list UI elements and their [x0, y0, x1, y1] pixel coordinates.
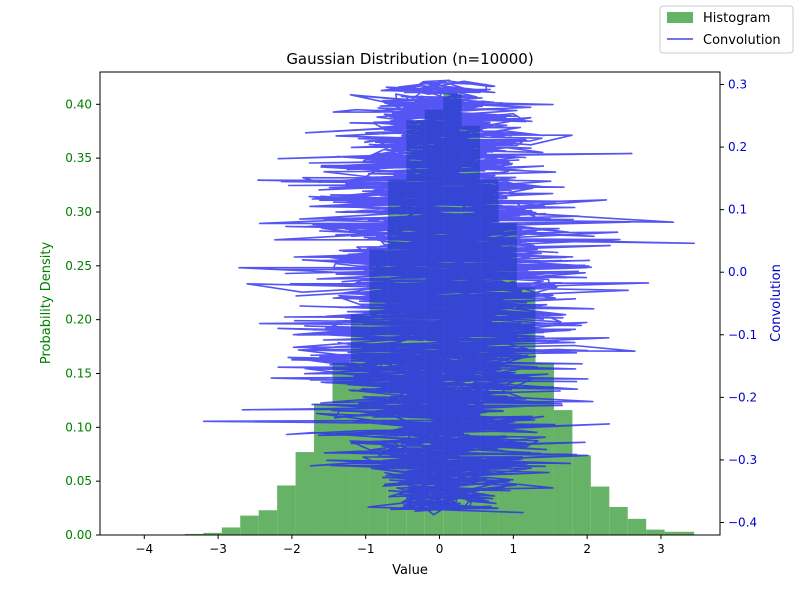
y-left-tick-label: 0.10 [65, 420, 92, 434]
x-tick-label: −2 [283, 542, 301, 556]
histogram-bar [258, 510, 278, 535]
histogram-bar [277, 485, 296, 535]
y-left-tick-label: 0.40 [65, 97, 92, 111]
y-right-tick-label: −0.3 [728, 453, 757, 467]
histogram-bar [609, 507, 628, 535]
histogram-bar [664, 531, 695, 535]
legend-label-histogram: Histogram [703, 11, 770, 26]
y-right-tick-label: −0.2 [728, 390, 757, 404]
y-right-axis-label: Convolution [769, 264, 784, 342]
histogram-bar [646, 529, 665, 535]
legend-patch-histogram [667, 12, 693, 23]
x-tick-label: −3 [209, 542, 227, 556]
x-axis-ticks: −4 −3 −2 −1 0 1 2 3 [135, 535, 665, 556]
y-left-tick-label: 0.25 [65, 259, 92, 273]
x-tick-label: −4 [135, 542, 153, 556]
plot-frame [99, 71, 721, 536]
y-left-tick-label: 0.30 [65, 205, 92, 219]
x-axis-label: Value [392, 563, 428, 578]
y-right-tick-label: 0.3 [728, 78, 747, 92]
convolution-series [202, 79, 696, 516]
histogram-bar [295, 452, 315, 535]
y-right-tick-label: 0.1 [728, 203, 747, 217]
histogram-bar [553, 410, 573, 535]
legend-label-convolution: Convolution [703, 33, 781, 48]
legend-frame [659, 5, 794, 54]
y-right-tick-label: 0.0 [728, 265, 747, 279]
y-right-tick-label: −0.4 [728, 515, 757, 529]
x-tick-label: 1 [510, 542, 518, 556]
y-left-axis-ticks: 0.00 0.05 0.10 0.15 0.20 0.25 0.30 0.35 0.40 [65, 97, 100, 542]
histogram-bar [627, 518, 647, 535]
x-tick-label: 3 [657, 542, 665, 556]
x-tick-label: 2 [583, 542, 591, 556]
histogram-bar [572, 455, 591, 535]
y-right-tick-label: −0.1 [728, 328, 757, 342]
y-left-tick-label: 0.05 [65, 474, 92, 488]
y-left-tick-label: 0.00 [65, 528, 92, 542]
y-left-tick-label: 0.15 [65, 366, 92, 380]
x-tick-label: 0 [436, 542, 444, 556]
y-right-axis-ticks: −0.4 −0.3 −0.2 −0.1 0.0 0.1 0.2 0.3 [720, 78, 757, 529]
y-left-tick-label: 0.35 [65, 151, 92, 165]
convolution-line [202, 79, 696, 516]
y-left-axis-label: Probability Density [39, 242, 54, 365]
histogram-bar [184, 533, 204, 535]
histogram-bar [203, 532, 222, 535]
y-left-tick-label: 0.20 [65, 313, 92, 327]
histogram-bar [332, 362, 351, 535]
histogram-bar [221, 527, 241, 535]
x-tick-label: −1 [357, 542, 375, 556]
histogram-bar [590, 486, 610, 535]
histogram-bar [314, 403, 333, 535]
legend: Histogram Convolution [659, 5, 794, 54]
y-right-tick-label: 0.2 [728, 140, 747, 154]
chart-title: Gaussian Distribution (n=10000) [286, 50, 533, 68]
histogram-bar [240, 515, 259, 535]
